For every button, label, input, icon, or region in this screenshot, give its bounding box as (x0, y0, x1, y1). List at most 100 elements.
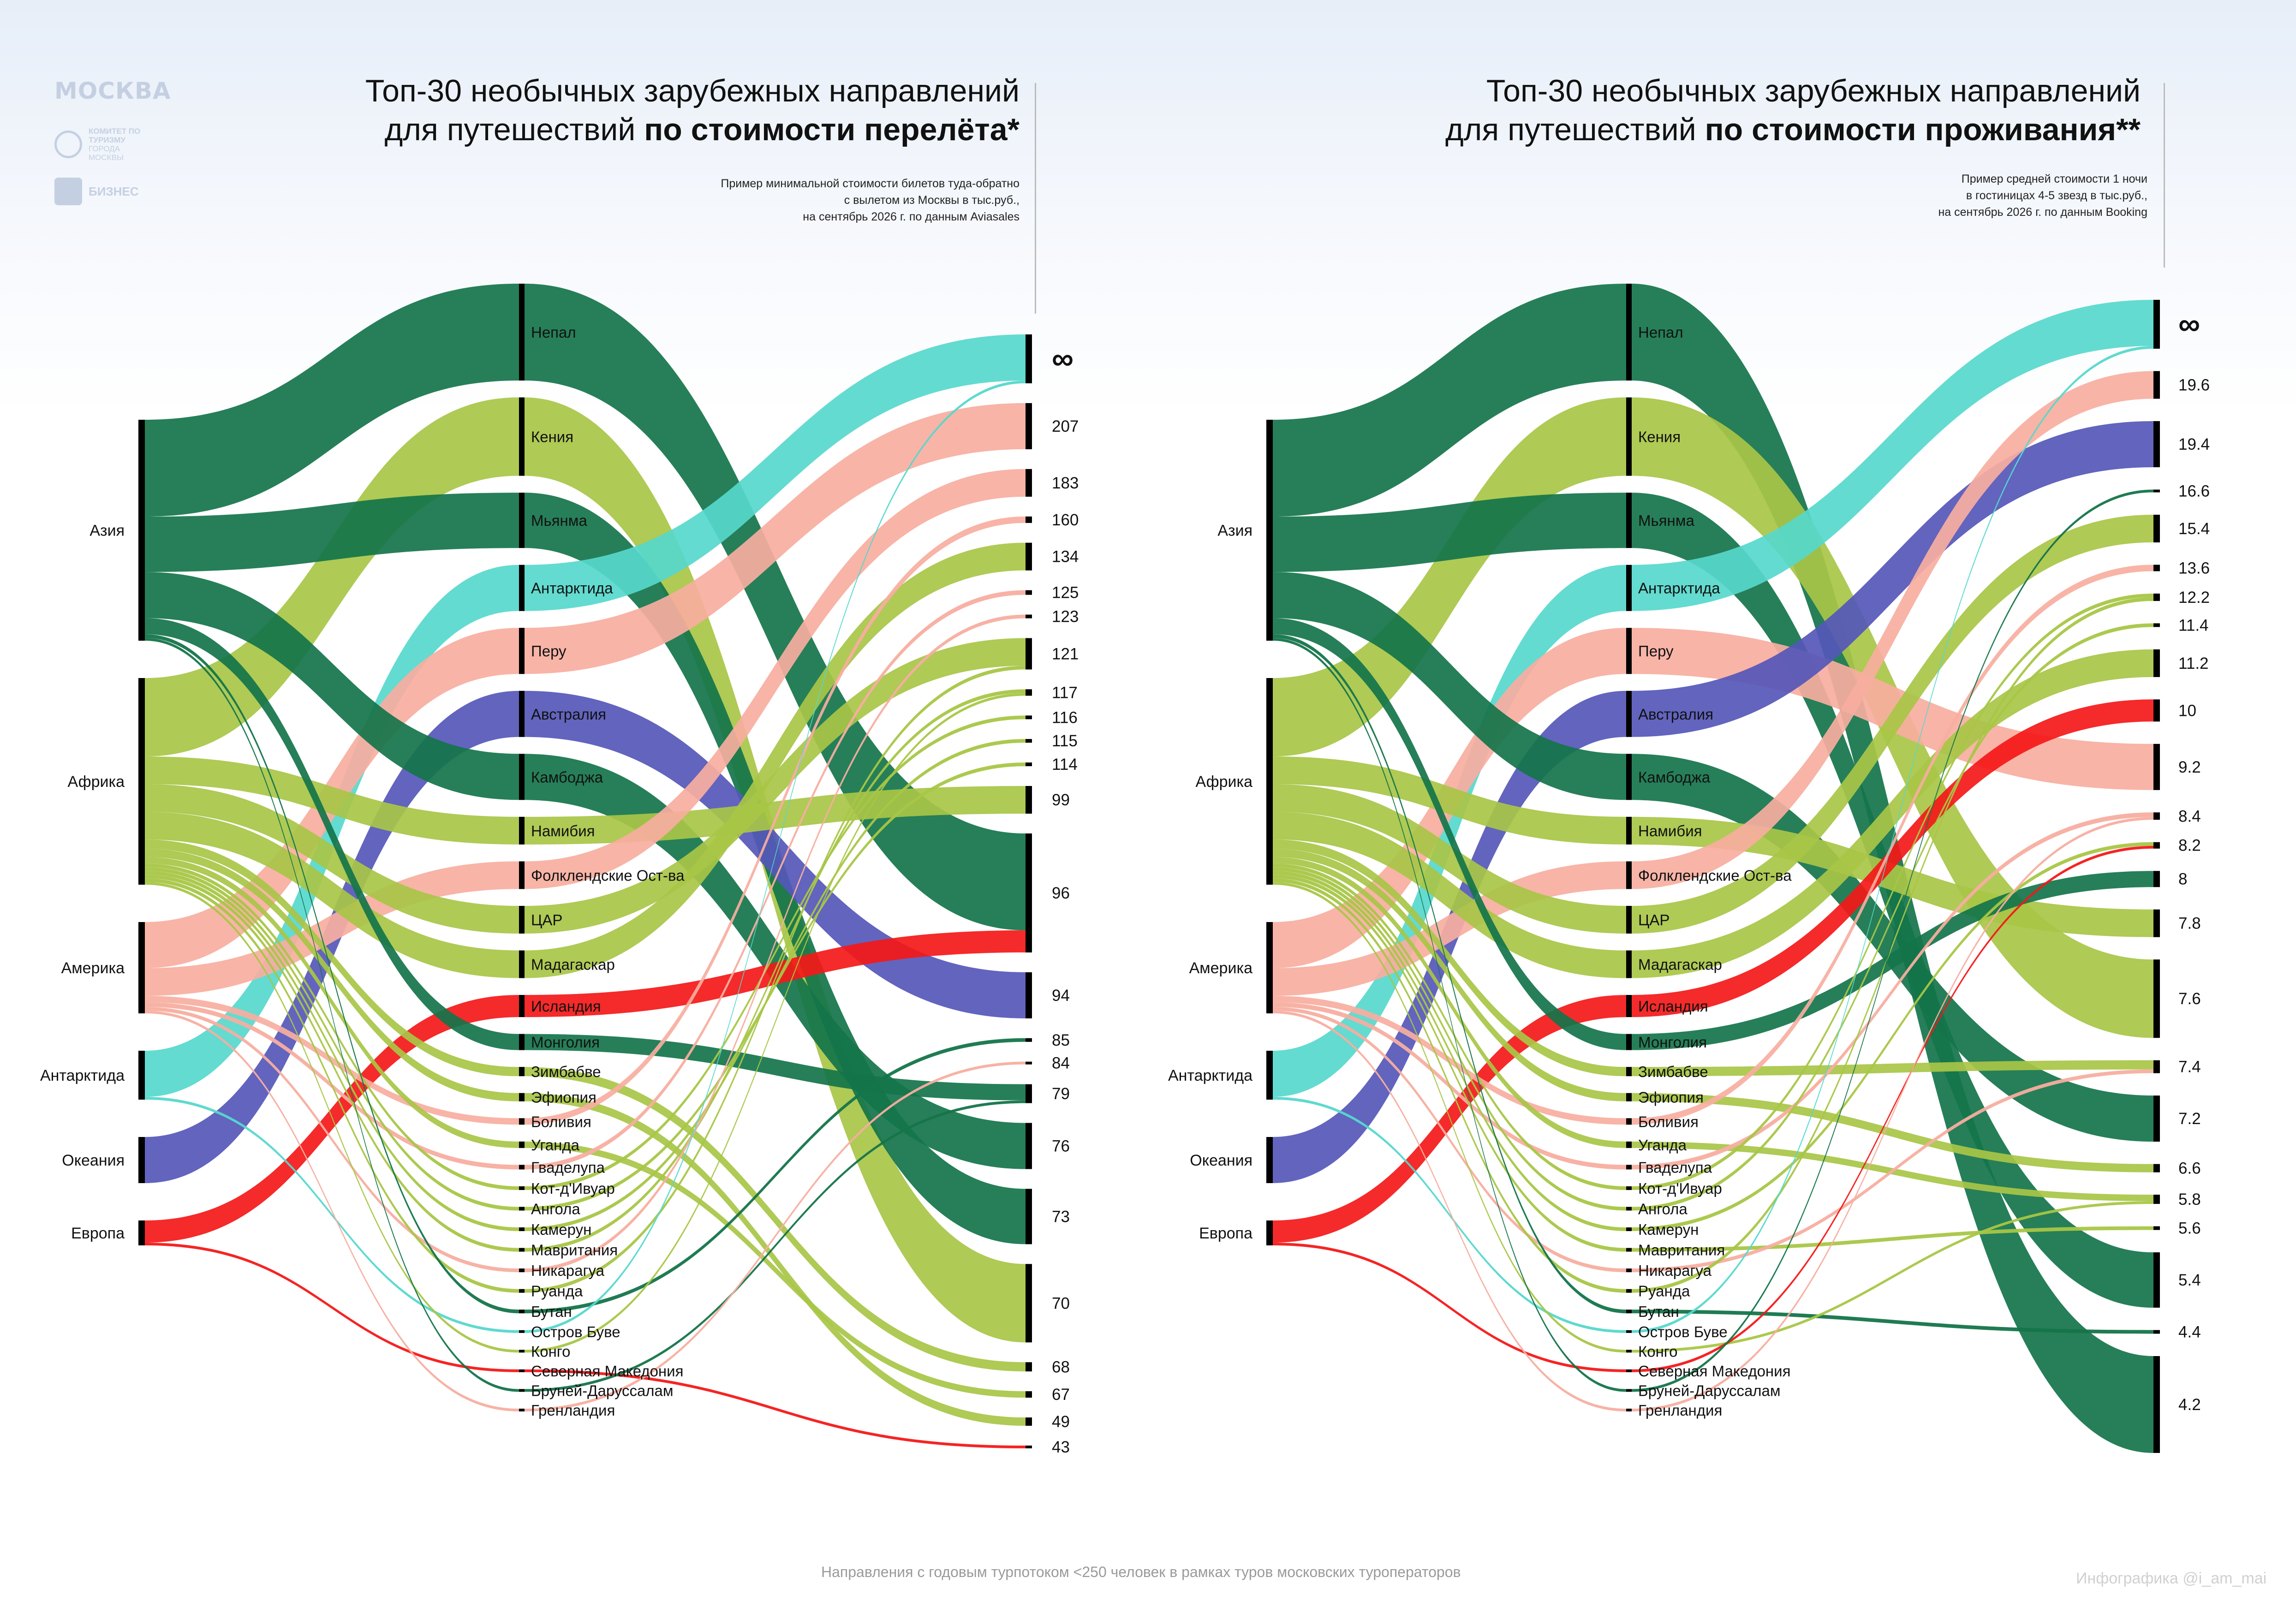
flow-right-item-12 (1632, 871, 2153, 1050)
country-node-bar (519, 1369, 525, 1372)
value-node-bar (2153, 514, 2160, 542)
flow-left-item-25 (1273, 1097, 1626, 1333)
value-node-bar (2153, 1060, 2160, 1073)
flow-left-item-22 (1273, 1007, 1626, 1273)
flow-right-item-27 (1632, 845, 2153, 1372)
value-node-bar (2153, 1195, 2160, 1204)
flow-left-item-24 (145, 634, 519, 1314)
flow-right-item-25 (1632, 346, 2153, 1333)
flow-left-item-19 (145, 867, 519, 1211)
value-node-bar (1026, 762, 1032, 767)
country-label: Бутан (1638, 1303, 1679, 1320)
country-label: Кот-д'Ивуар (531, 1180, 615, 1197)
value-label: 160 (1052, 511, 1079, 529)
country-label: Боливия (1638, 1113, 1699, 1130)
country-node-bar (1626, 1227, 1632, 1232)
value-label: 68 (1052, 1358, 1070, 1376)
flow-right-item-28 (1632, 489, 2153, 1392)
country-node-bar (1626, 1034, 1632, 1050)
source-node-bar (1266, 922, 1273, 1013)
value-node-bar (1026, 1084, 1032, 1103)
country-node-bar (519, 995, 525, 1018)
left-chart-subtitle: Пример минимальной стоимости билетов туд… (721, 177, 1020, 223)
value-label: 10 (2178, 702, 2196, 720)
value-label: 96 (1052, 884, 1070, 902)
flow-left-item-22 (145, 1007, 519, 1273)
country-node-bar (519, 628, 525, 674)
value-node-bar (2153, 1252, 2160, 1308)
country-label: ЦАР (1638, 911, 1670, 929)
value-node-bar (2153, 300, 2160, 349)
value-label: 79 (1052, 1085, 1070, 1103)
value-label: 8.2 (2178, 837, 2201, 855)
country-node-bar (519, 493, 525, 548)
value-label: 19.4 (2178, 435, 2210, 453)
value-node-bar (2153, 871, 2160, 887)
country-label: Кот-д'Ивуар (1638, 1180, 1722, 1197)
flow-right-item-5 (1632, 421, 2153, 737)
flow-right-item-15 (1632, 565, 2153, 1125)
value-node-bar (1026, 1391, 1032, 1398)
flow-left-item-26 (145, 882, 519, 1353)
value-label: ∞ (1052, 341, 1073, 375)
country-node-bar (519, 1141, 525, 1148)
value-node-bar (1026, 469, 1032, 497)
value-node-bar (2153, 812, 2160, 820)
flow-right-item-7 (1632, 816, 2153, 937)
country-label: Эфиопия (1638, 1089, 1704, 1106)
emblem-icon (54, 131, 82, 158)
value-label: 4.4 (2178, 1323, 2201, 1341)
flow-right-item-9 (525, 638, 1026, 934)
country-label: Северная Македония (531, 1363, 683, 1380)
flow-left-item-27 (1273, 1243, 1626, 1372)
country-node-bar (1626, 1350, 1632, 1353)
flow-left-item-2 (1273, 493, 1626, 572)
country-label: Мьянма (1638, 512, 1694, 529)
flow-left-item-28 (145, 638, 519, 1392)
flow-left-item-21 (145, 875, 519, 1252)
value-node-bar (2153, 842, 2160, 849)
flow-right-item-18 (1632, 593, 2153, 1190)
value-node-bar (1026, 786, 1032, 814)
flow-left-item-9 (145, 784, 519, 934)
value-label: 121 (1052, 645, 1079, 663)
flow-right-item-13 (525, 1067, 1026, 1372)
country-node-bar (519, 1067, 525, 1077)
value-label: 116 (1052, 708, 1078, 726)
flow-left-item-11 (145, 995, 519, 1243)
flow-left-item-0 (1273, 284, 1626, 517)
flow-right-item-15 (525, 516, 1026, 1125)
value-label: 84 (1052, 1054, 1070, 1072)
flow-left-item-15 (1273, 996, 1626, 1125)
flow-left-item-2 (145, 493, 519, 572)
flow-left-item-21 (1273, 875, 1626, 1252)
value-node-bar (1026, 1189, 1032, 1244)
source-node-label: Антарктида (1168, 1067, 1252, 1084)
flow-right-item-3 (525, 334, 1026, 611)
flow-left-item-7 (145, 756, 519, 845)
country-label: Намибия (1638, 822, 1702, 839)
value-label: 70 (1052, 1294, 1070, 1312)
country-label: Эфиопия (531, 1089, 596, 1106)
country-label: Боливия (531, 1113, 591, 1130)
country-label: Зимбабве (531, 1063, 601, 1080)
country-node-bar (519, 1186, 525, 1190)
value-node-bar (1026, 833, 1032, 952)
value-node-bar (2153, 565, 2160, 571)
value-label: 8 (2178, 870, 2187, 888)
country-node-bar (519, 1093, 525, 1101)
value-label: 13.6 (2178, 559, 2210, 577)
flow-left-item-19 (1273, 867, 1626, 1211)
value-label: 67 (1052, 1386, 1070, 1404)
flow-right-item-16 (525, 1141, 1026, 1398)
country-label: Камбоджа (1638, 768, 1711, 786)
country-label: Мадагаскар (1638, 956, 1722, 973)
country-node-bar (1626, 995, 1632, 1018)
country-label: Фолклендские Ост-ва (531, 867, 685, 884)
country-node-bar (519, 1309, 525, 1314)
flow-right-item-2 (1632, 493, 2153, 1308)
footer-note: Направления с годовым турпотоком <250 че… (821, 1564, 1461, 1580)
country-node-bar (519, 1034, 525, 1050)
country-label: Никарагуа (531, 1262, 605, 1279)
